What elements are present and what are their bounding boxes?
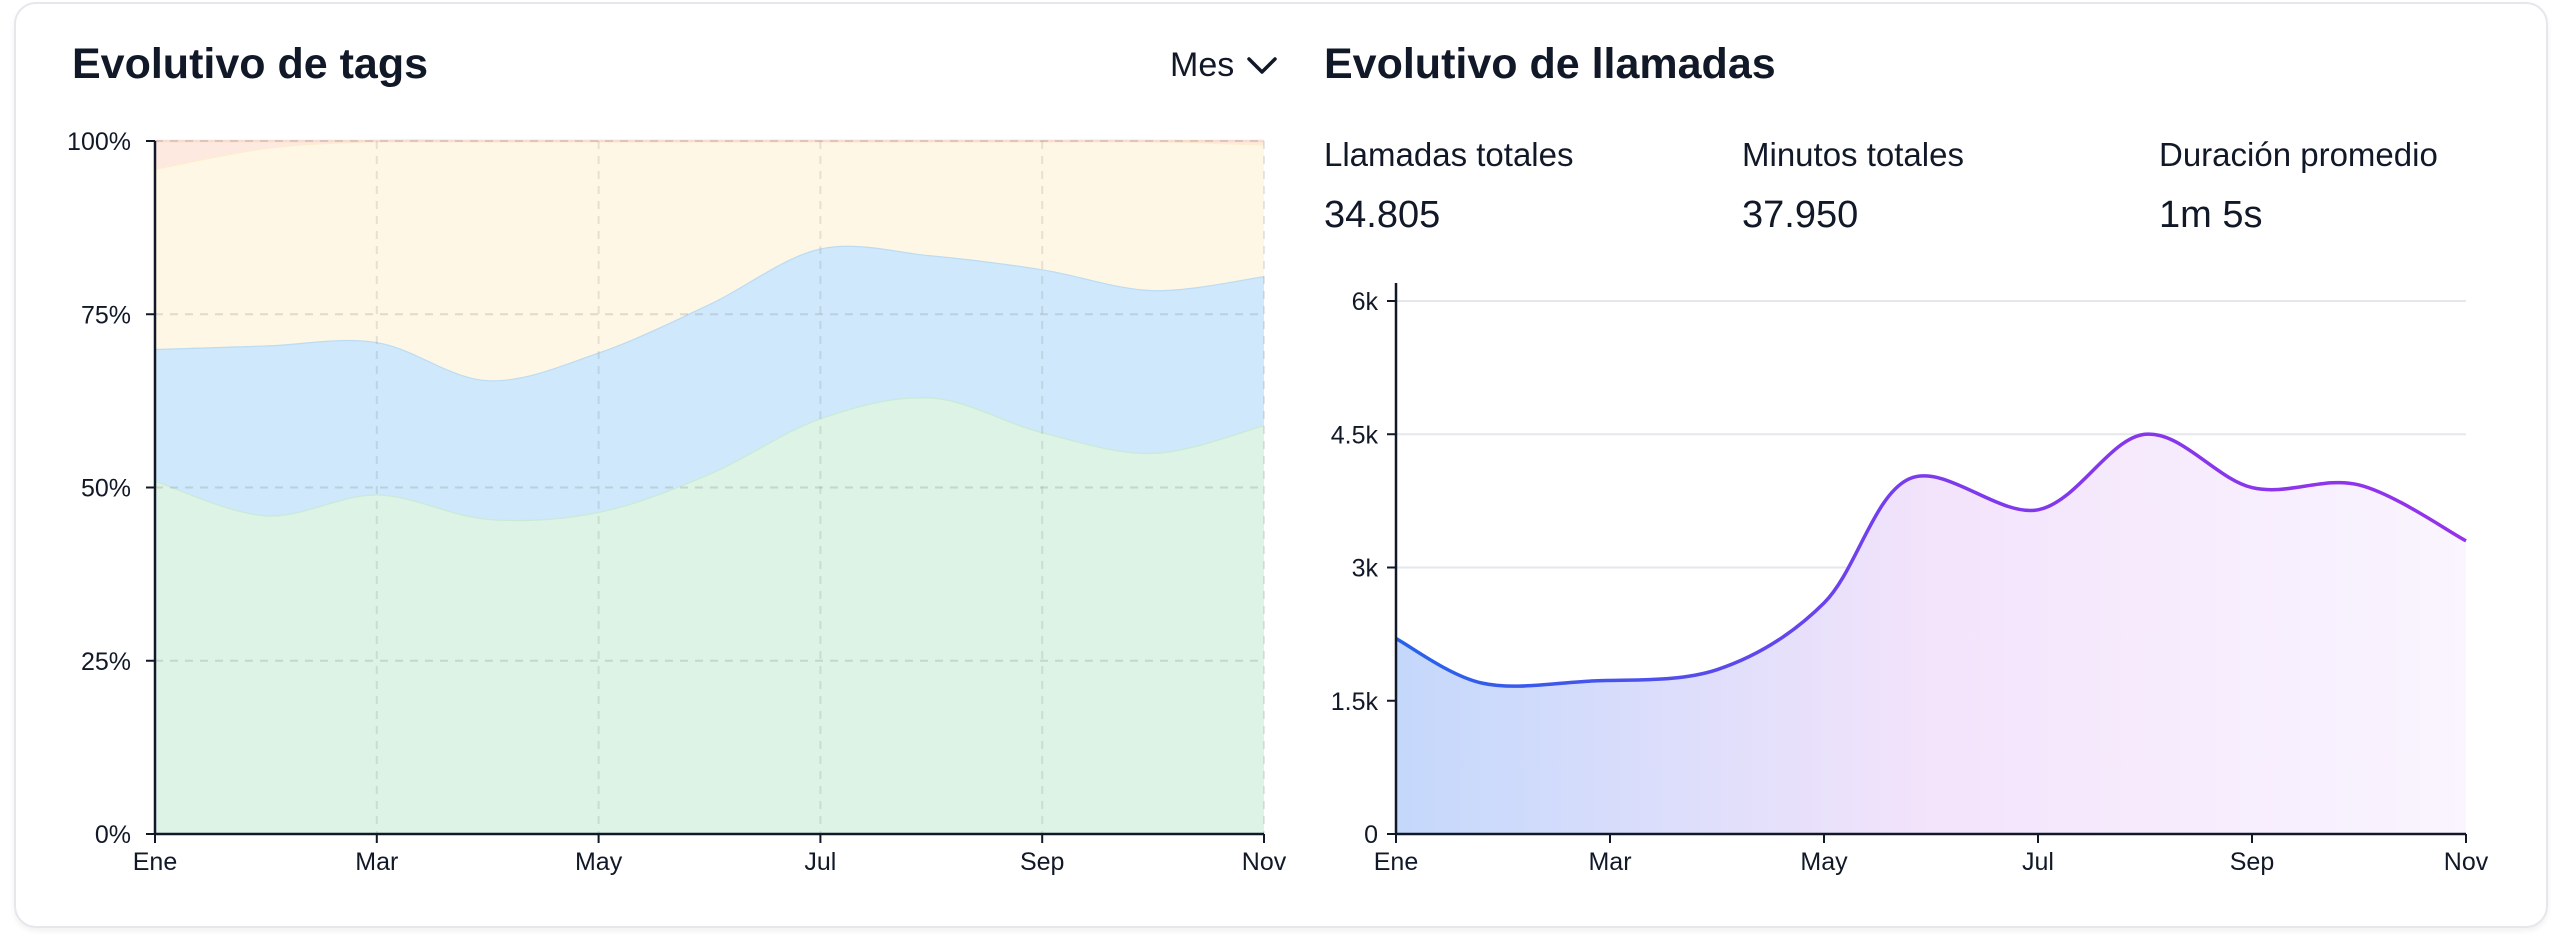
calls-x-tick-label: Nov xyxy=(2444,848,2489,876)
stat-avg-duration-value: 1m 5s xyxy=(2159,194,2263,236)
calls-y-tick-label: 0 xyxy=(1364,821,1378,849)
stat-total-calls-value: 34.805 xyxy=(1324,194,1441,236)
tags-y-tick-label: 25% xyxy=(81,648,131,676)
calls-x-tick-label: Sep xyxy=(2230,848,2274,876)
calls-x-tick-label: May xyxy=(1800,848,1848,876)
tags-area-series-3 xyxy=(155,140,1264,169)
tags-y-tick-label: 100% xyxy=(67,128,131,156)
tags-y-tick-label: 75% xyxy=(81,301,131,329)
stat-avg-duration-label: Duración promedio xyxy=(2159,136,2438,173)
tags-x-tick-label: Mar xyxy=(355,848,398,876)
calls-x-tick-label: Jul xyxy=(2022,848,2054,876)
calls-y-tick-label: 6k xyxy=(1352,288,1379,316)
tags-x-tick-label: May xyxy=(575,848,623,876)
stat-total-minutes-label: Minutos totales xyxy=(1742,136,1964,173)
tags-area-series-1 xyxy=(155,245,1264,520)
calls-area-fill xyxy=(1396,434,2466,834)
calls-y-tick-label: 3k xyxy=(1352,555,1379,583)
calls-chart-title: Evolutivo de llamadas xyxy=(1324,40,1776,88)
calls-x-tick-label: Ene xyxy=(1374,848,1418,876)
calls-y-tick-label: 1.5k xyxy=(1331,688,1379,716)
period-selector-label: Mes xyxy=(1170,46,1235,84)
tags-x-tick-label: Sep xyxy=(1020,848,1064,876)
stat-total-minutes-value: 37.950 xyxy=(1742,194,1859,236)
tags-x-tick-label: Ene xyxy=(133,848,177,876)
period-selector[interactable]: Mes xyxy=(1170,46,1278,85)
tags-x-tick-label: Jul xyxy=(804,848,836,876)
calls-y-tick-label: 4.5k xyxy=(1331,421,1379,449)
tags-area-series-2 xyxy=(155,140,1264,381)
stat-total-calls-label: Llamadas totales xyxy=(1324,136,1574,173)
calls-series-line xyxy=(1395,432,2467,688)
chevron-down-icon xyxy=(1247,56,1277,74)
tags-y-tick-label: 0% xyxy=(95,821,131,849)
tags-x-tick-label: Nov xyxy=(1242,848,1287,876)
tags-chart-title: Evolutivo de tags xyxy=(72,40,429,88)
tags-y-tick-label: 50% xyxy=(81,475,131,503)
tags-stacked-area-chart: 0% 25% 50% 75% 100% Ene Mar May Jul Sep Nov xyxy=(67,128,1287,876)
calls-area-chart: 0 1.5k 3k 4.5k 6k Ene Mar May Jul Sep Nov xyxy=(1331,283,2489,876)
calls-x-tick-label: Mar xyxy=(1588,848,1631,876)
